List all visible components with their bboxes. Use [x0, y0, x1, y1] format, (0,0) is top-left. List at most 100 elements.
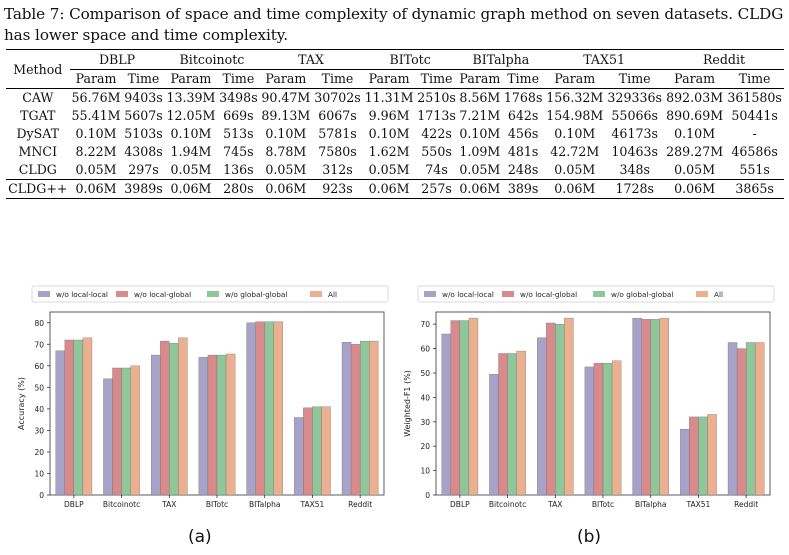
- table-subheader: Param: [69, 69, 123, 89]
- table-cell: 6067s: [318, 108, 357, 123]
- bar: [564, 317, 574, 496]
- bar: [350, 344, 361, 496]
- y-tick-label: 10: [34, 469, 44, 478]
- table-cell: 348s: [619, 162, 650, 177]
- table-cell: 50441s: [731, 108, 778, 123]
- bar: [516, 350, 526, 496]
- subfigure-label-a: (a): [188, 527, 212, 547]
- table-cell: 9403s: [124, 90, 163, 105]
- y-tick-label: 0: [425, 491, 430, 500]
- table-cell: 74s: [425, 162, 448, 177]
- bar: [727, 342, 738, 496]
- y-tick-label: 80: [34, 319, 44, 328]
- bar: [321, 406, 331, 496]
- bar: [641, 319, 651, 496]
- table-cell: 156.32M: [546, 90, 604, 105]
- table-cell: 9.96M: [368, 108, 410, 123]
- table-cell: 0.10M: [265, 126, 307, 141]
- legend-label: w/o global-global: [225, 290, 287, 299]
- table-header-dataset: TAX: [259, 49, 363, 70]
- y-axis-label: Accuracy (%): [17, 377, 26, 430]
- bar: [169, 343, 179, 496]
- table-subheader: Time: [502, 69, 545, 89]
- table-cell: 30702s: [314, 90, 361, 105]
- table-cell: 0.05M: [170, 162, 212, 177]
- bar: [689, 416, 699, 496]
- table-row: CLDG 0.05M 297s 0.05M 136s 0.05M 312s 0.05M 74s 0…: [6, 161, 784, 180]
- table-cell: 46586s: [731, 144, 778, 159]
- table-cell: 0.05M: [554, 162, 596, 177]
- table-cell: 10463s: [611, 144, 658, 159]
- table-cell: 13.39M: [166, 90, 216, 105]
- legend-swatch: [593, 291, 605, 297]
- y-tick-label: 50: [420, 369, 430, 378]
- y-tick-label: 10: [420, 467, 430, 476]
- table-cell: 0.05M: [674, 162, 716, 177]
- table-subheader: Param: [164, 69, 218, 89]
- bar: [507, 353, 517, 496]
- table-subheader: Param: [362, 69, 416, 89]
- bar: [680, 428, 690, 496]
- table-cell: 389s: [502, 179, 545, 199]
- bar: [489, 374, 499, 496]
- table-cell: 7.21M: [459, 108, 501, 123]
- table-cell: 550s: [421, 144, 452, 159]
- legend: w/o local-local w/o local-global w/o globa…: [31, 285, 389, 303]
- table-row: DySAT 0.10M 5103s 0.10M 513s 0.10M 5781s 0.10M 4…: [6, 125, 784, 143]
- bar: [73, 339, 84, 496]
- table-cell: 0.05M: [265, 162, 307, 177]
- bar: [459, 320, 470, 496]
- y-axis-label: Weighted-F1 (%): [403, 370, 412, 437]
- table-body: CAW 56.76M 9403s 13.39M 3498s 90.47M 30702s 11.…: [6, 89, 784, 199]
- table-cell: 745s: [223, 144, 254, 159]
- table-cell: 422s: [421, 126, 452, 141]
- table-cell: 0.10M: [459, 126, 501, 141]
- table-cell: 12.05M: [166, 108, 216, 123]
- table-cell: 551s: [739, 162, 770, 177]
- bar: [207, 354, 218, 496]
- x-tick-label: BITalpha: [635, 500, 667, 509]
- table-header-dataset: BITalpha: [457, 49, 545, 70]
- table-cell: -: [752, 126, 757, 141]
- y-tick-label: 30: [34, 426, 44, 435]
- bar: [151, 354, 161, 496]
- table-cell: 1.94M: [170, 144, 212, 159]
- table-cell: 0.06M: [69, 179, 123, 199]
- table-cell: 3989s: [122, 179, 165, 199]
- bar: [707, 414, 717, 496]
- table-subheader: Param: [664, 69, 726, 89]
- x-tick-label: BITalpha: [249, 500, 281, 509]
- bar: [198, 357, 209, 496]
- table-header-method: Method: [6, 49, 70, 89]
- y-tick-label: 60: [420, 345, 430, 354]
- bar: [755, 342, 765, 496]
- table-subheader: Time: [217, 69, 260, 89]
- bar: [130, 365, 140, 496]
- table-cell: 0.06M: [457, 179, 503, 199]
- table-cell: 5781s: [318, 126, 357, 141]
- bar: [659, 317, 669, 496]
- table-cell: 669s: [223, 108, 254, 123]
- table-caption: Table 7: Comparison of space and time co…: [4, 5, 784, 44]
- bar: [650, 319, 660, 496]
- x-tick-label: Reddit: [348, 500, 372, 509]
- table-header-datasets: Method DBLP Bitcoinotc TAX BITotc BITalpha TAX…: [6, 49, 784, 89]
- legend-label: All: [714, 290, 723, 299]
- bar: [294, 417, 304, 496]
- bar: [55, 350, 65, 496]
- y-tick-label: 60: [34, 362, 44, 371]
- x-tick-label: TAX51: [686, 500, 711, 509]
- table-cell: 5607s: [124, 108, 163, 123]
- y-tick-label: 20: [34, 448, 44, 457]
- table-cell: 4308s: [124, 144, 163, 159]
- table-header-dataset: BITotc: [362, 49, 458, 70]
- x-tick-label: TAX: [161, 500, 176, 509]
- bar: [246, 322, 256, 496]
- y-tick-label: 0: [39, 491, 44, 500]
- table-subheader: Param: [457, 69, 503, 89]
- table-cell: 136s: [223, 162, 254, 177]
- x-tick-label: TAX: [547, 500, 562, 509]
- x-tick-label: TAX51: [300, 500, 325, 509]
- table-cell: 0.06M: [362, 179, 416, 199]
- table-cell: 329336s: [607, 90, 662, 105]
